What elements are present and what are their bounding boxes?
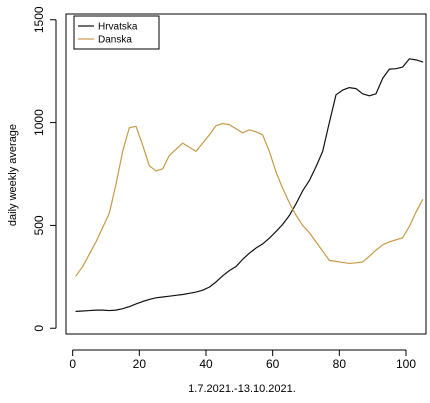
x-tick-label: 20 bbox=[133, 357, 147, 371]
plot-frame bbox=[65, 13, 427, 335]
x-tick-label: 100 bbox=[396, 357, 416, 371]
x-tick-label: 80 bbox=[333, 357, 347, 371]
y-tick-label: 0 bbox=[32, 325, 46, 332]
x-tick-label: 40 bbox=[199, 357, 213, 371]
x-axis-title: 1.7.2021.-13.10.2021. bbox=[188, 383, 296, 395]
series-line-hrvatska bbox=[75, 58, 424, 312]
y-tick-label: 1500 bbox=[32, 6, 46, 33]
legend-label-danska: Danska bbox=[98, 35, 132, 46]
legend-box bbox=[73, 15, 160, 50]
series-line-danska bbox=[75, 123, 424, 277]
legend: Hrvatska Danska bbox=[73, 15, 160, 50]
legend-label-hrvatska: Hrvatska bbox=[98, 22, 138, 33]
y-tick-label: 500 bbox=[32, 215, 46, 235]
y-axis-title: daily weekly average bbox=[7, 124, 19, 226]
y-tick-label: 1000 bbox=[32, 109, 46, 136]
x-tick-label: 60 bbox=[266, 357, 280, 371]
x-tick-label: 0 bbox=[69, 357, 76, 371]
